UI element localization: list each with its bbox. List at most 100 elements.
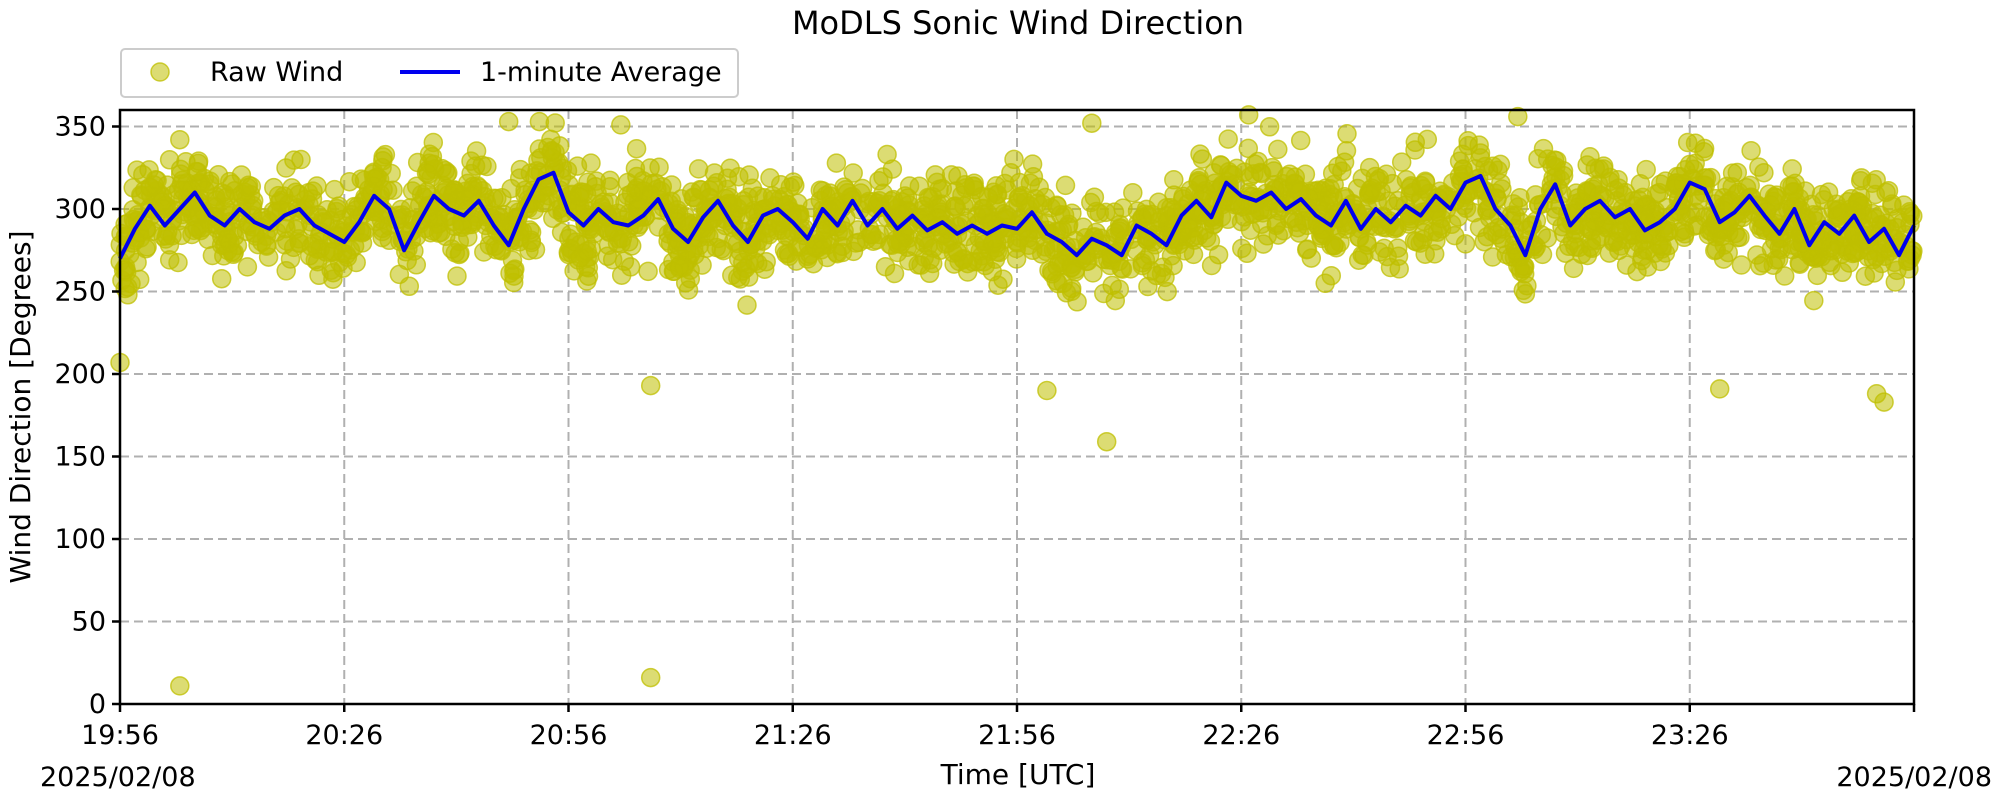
raw-wind-point (1709, 379, 1730, 399)
raw-wind-point (277, 231, 297, 251)
raw-wind-point (1431, 208, 1452, 229)
raw-wind-point (640, 667, 661, 688)
raw-wind-point (307, 251, 328, 272)
raw-wind-point (626, 138, 647, 159)
raw-wind-point (1713, 249, 1734, 269)
y-tick-label: 350 (54, 112, 106, 143)
raw-wind-point (1052, 220, 1073, 240)
raw-wind-point (502, 250, 523, 270)
raw-wind-point (1192, 149, 1213, 169)
legend: Raw Wind 1-minute Average (120, 48, 739, 98)
raw-wind-point (1823, 199, 1843, 220)
raw-wind-point (1132, 253, 1152, 273)
raw-wind-point (754, 259, 775, 279)
raw-wind-point (324, 179, 345, 200)
x-end-date-label: 2025/02/08 (1836, 762, 1992, 793)
raw-wind-point (1741, 140, 1761, 161)
y-tick-label: 300 (54, 194, 106, 225)
raw-wind-point (1694, 138, 1715, 159)
raw-wind-point (1559, 236, 1579, 257)
raw-wind-point (323, 262, 343, 283)
raw-wind-point (742, 178, 763, 199)
x-tick-label: 21:26 (754, 720, 832, 751)
raw-wind-point (1807, 265, 1828, 286)
raw-wind-point (170, 129, 190, 150)
raw-wind-point (1096, 431, 1117, 452)
raw-wind-point (1525, 185, 1546, 205)
raw-wind-point (955, 178, 976, 198)
raw-wind-point (584, 223, 605, 244)
raw-wind-point (638, 261, 658, 282)
raw-wind-point (147, 170, 167, 191)
raw-wind-point (276, 261, 296, 281)
raw-wind-point (1852, 196, 1873, 216)
y-tick-label: 100 (54, 524, 106, 555)
raw-wind-point (1138, 276, 1158, 297)
raw-wind-point (442, 239, 462, 259)
raw-wind-point (881, 191, 902, 211)
x-tick-label: 20:26 (305, 720, 383, 751)
y-tick-label: 50 (72, 607, 106, 638)
raw-wind-point (1887, 260, 1907, 281)
raw-wind-point (1164, 185, 1184, 205)
raw-wind-point (1289, 223, 1310, 243)
raw-wind-point (816, 185, 836, 206)
raw-wind-point (1321, 265, 1342, 286)
legend-average-label: 1-minute Average (480, 57, 722, 88)
raw-wind-point (1634, 231, 1655, 251)
raw-wind-point (1514, 256, 1534, 277)
raw-wind-point (1240, 166, 1260, 187)
raw-wind-point (264, 177, 284, 198)
raw-wind-point (600, 170, 620, 191)
raw-wind-point (581, 153, 601, 173)
x-axis-label: Time [UTC] (940, 758, 1096, 791)
raw-wind-point (1123, 182, 1143, 203)
raw-wind-point (291, 149, 311, 170)
raw-wind-point (695, 199, 716, 219)
raw-wind-point (983, 233, 1003, 253)
raw-wind-point (1508, 106, 1528, 127)
raw-wind-point (1096, 202, 1116, 223)
raw-wind-point (237, 257, 258, 277)
raw-wind-point (649, 157, 669, 177)
raw-wind-point (1850, 170, 1871, 191)
raw-wind-point (1899, 202, 1920, 222)
raw-wind-point (447, 266, 467, 286)
raw-wind-point (1855, 266, 1876, 286)
raw-wind-point (1237, 243, 1257, 264)
raw-wind-point (339, 171, 360, 192)
raw-wind-point (1563, 258, 1584, 279)
raw-wind-point (688, 159, 709, 179)
raw-wind-point (1858, 247, 1879, 267)
raw-wind-point (1458, 131, 1478, 151)
raw-wind-point (1722, 163, 1743, 183)
raw-wind-point (621, 183, 642, 204)
raw-wind-point (1763, 255, 1784, 275)
raw-wind-point (1608, 222, 1629, 243)
raw-wind-point (217, 228, 238, 248)
raw-wind-point (545, 113, 565, 133)
raw-wind-point (1411, 175, 1431, 196)
raw-wind-point (416, 163, 437, 183)
raw-wind-point (1754, 162, 1774, 183)
raw-wind-point (873, 167, 893, 187)
raw-wind-point (1201, 255, 1222, 276)
y-tick-label: 200 (54, 359, 106, 390)
raw-wind-point (286, 182, 306, 203)
raw-wind-point (152, 192, 172, 213)
raw-wind-point (1533, 138, 1554, 159)
raw-wind-point (620, 257, 641, 277)
raw-wind-point (776, 226, 797, 246)
raw-wind-point (782, 208, 803, 228)
raw-wind-point (877, 144, 897, 165)
y-tick-label: 150 (54, 442, 106, 473)
raw-wind-point (373, 179, 393, 200)
x-tick-label: 20:56 (530, 720, 608, 751)
raw-wind-point (1477, 226, 1497, 247)
raw-wind-point (1110, 219, 1130, 239)
raw-wind-point (328, 196, 349, 216)
raw-wind-point (957, 253, 978, 274)
raw-wind-point (1025, 189, 1046, 209)
raw-wind-point (1023, 240, 1043, 261)
